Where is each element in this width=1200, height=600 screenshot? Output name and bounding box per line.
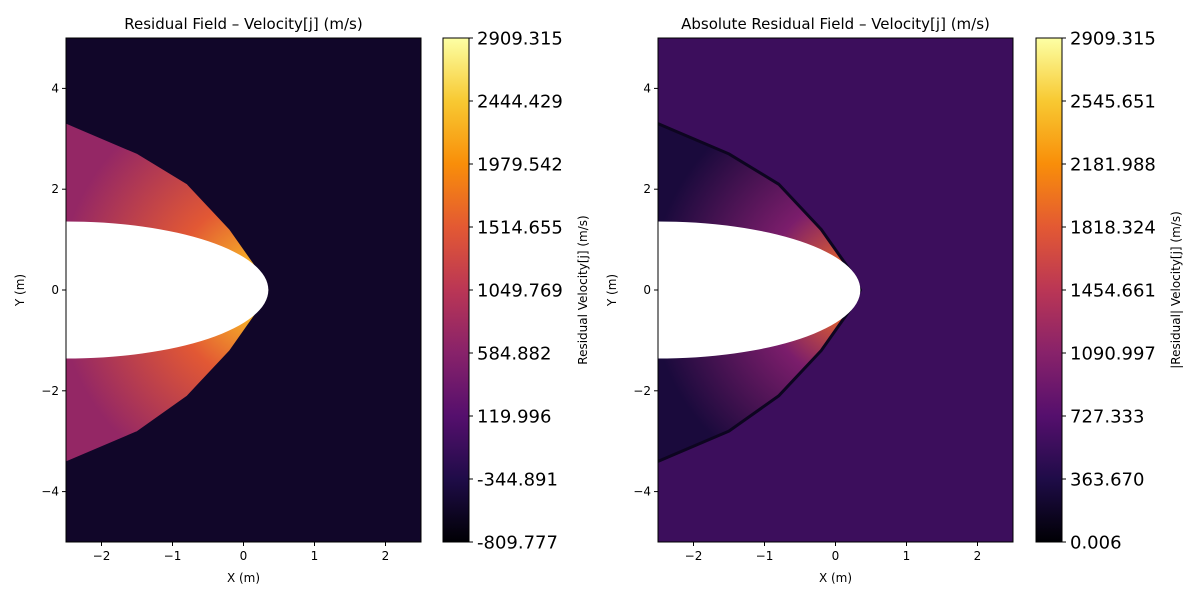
x-axis-2: −2 −1 0 1 2 — [685, 542, 982, 563]
colorbar-tick-label: 119.996 — [477, 407, 551, 428]
y-tick-label: 2 — [643, 182, 651, 196]
chart-panel-2: Absolute Residual Field – Velocity[j] (m… — [605, 15, 1183, 585]
y-tick-label: −2 — [41, 384, 59, 398]
y-tick-label: 0 — [643, 283, 651, 297]
colorbar-label-2: |Residual| Velocity[j] (m/s) — [1169, 211, 1183, 369]
x-tick-label: 0 — [832, 549, 840, 563]
colorbar-tick-label: 2545.651 — [1070, 92, 1156, 113]
colorbar-tick-label: 1454.661 — [1070, 281, 1156, 302]
x-tick-label: −1 — [164, 549, 182, 563]
x-axis-label-2: X (m) — [819, 571, 852, 585]
colorbar-tick-label: -809.777 — [477, 533, 558, 554]
colorbar-tick-label: 1049.769 — [477, 281, 563, 302]
x-tick-label: −1 — [756, 549, 774, 563]
x-tick-label: −2 — [93, 549, 111, 563]
y-axis-1: −4 −2 0 2 4 — [41, 81, 66, 499]
colorbar-label-1: Residual Velocity[j] (m/s) — [576, 215, 590, 364]
x-tick-label: −2 — [685, 549, 703, 563]
y-tick-label: 4 — [51, 81, 59, 95]
y-tick-label: 4 — [643, 81, 651, 95]
colorbar-ticks-2: 0.006 363.670 727.333 1090.997 1454.661 1818.… — [1062, 29, 1156, 554]
y-tick-label: 2 — [51, 182, 59, 196]
colorbar-tick-label: 1979.542 — [477, 155, 563, 176]
colorbar-tick-label: 584.882 — [477, 344, 551, 365]
x-tick-label: 1 — [311, 549, 319, 563]
y-axis-label-2: Y (m) — [605, 274, 619, 307]
body-region-1 — [66, 221, 269, 359]
x-axis-label-1: X (m) — [227, 571, 260, 585]
colorbar-tick-label: 1818.324 — [1070, 218, 1156, 239]
y-tick-label: −2 — [633, 384, 651, 398]
chart-panel-1: Residual Field – Velocity[j] (m/s) −2 −1 0… — [13, 15, 590, 585]
colorbar-gradient-2 — [1035, 37, 1063, 543]
x-tick-label: 1 — [903, 549, 911, 563]
colorbar-tick-label: 1090.997 — [1070, 344, 1156, 365]
x-tick-label: 2 — [974, 549, 982, 563]
x-tick-label: 0 — [240, 549, 248, 563]
colorbar-1: -809.777 -344.891 119.996 584.882 1049.769 15… — [442, 29, 590, 554]
y-tick-label: 0 — [51, 283, 59, 297]
colorbar-tick-label: 2909.315 — [477, 29, 563, 50]
colorbar-tick-label: 727.333 — [1070, 407, 1144, 428]
y-tick-label: −4 — [41, 485, 59, 499]
colorbar-tick-label: 2181.988 — [1070, 155, 1156, 176]
colorbar-tick-label: 0.006 — [1070, 533, 1122, 554]
body-region-2 — [658, 221, 861, 359]
chart-title-1: Residual Field – Velocity[j] (m/s) — [124, 15, 362, 33]
y-axis-label-1: Y (m) — [13, 274, 27, 307]
colorbar-tick-label: 363.670 — [1070, 470, 1144, 491]
plot-area-1 — [66, 38, 421, 542]
chart-title-2: Absolute Residual Field – Velocity[j] (m… — [681, 15, 990, 33]
plot-area-2 — [658, 38, 1013, 542]
x-axis-1: −2 −1 0 1 2 — [93, 542, 390, 563]
colorbar-gradient-1 — [442, 37, 470, 543]
x-tick-label: 2 — [382, 549, 390, 563]
y-axis-2: −4 −2 0 2 4 — [633, 81, 658, 499]
colorbar-tick-label: 2909.315 — [1070, 29, 1156, 50]
colorbar-tick-label: 2444.429 — [477, 92, 563, 113]
colorbar-tick-label: 1514.655 — [477, 218, 563, 239]
y-tick-label: −4 — [633, 485, 651, 499]
colorbar-2: 0.006 363.670 727.333 1090.997 1454.661 1818.… — [1035, 29, 1183, 554]
colorbar-ticks-1: -809.777 -344.891 119.996 584.882 1049.769 15… — [469, 29, 563, 554]
colorbar-tick-label: -344.891 — [477, 470, 558, 491]
